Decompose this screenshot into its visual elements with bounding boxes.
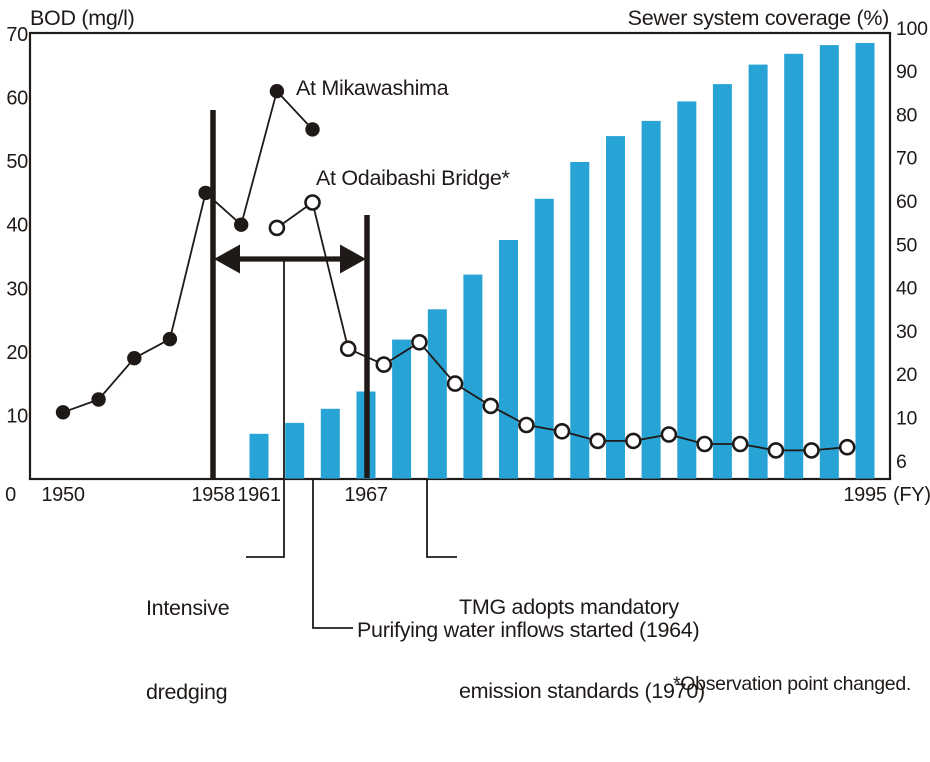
bar-1973 — [463, 274, 483, 479]
plot-border — [28, 31, 892, 481]
arrow-head-left — [214, 244, 240, 274]
right-tick-60: 60 — [896, 191, 918, 213]
left-tick-30: 30 — [6, 278, 28, 300]
bod-sewer-chart-figure: 70 60 50 40 30 20 10 0 100 90 80 70 60 50 40 30 20 10 6 195… — [5, 6, 930, 704]
right-tick-70: 70 — [896, 148, 918, 170]
x-axis-unit-label: (FY) — [893, 484, 930, 506]
filled-marker-1960 — [234, 217, 249, 232]
filled-marker-1956 — [162, 331, 178, 347]
bar-1981 — [606, 136, 625, 479]
left-axis-title: BOD (mg/l) — [30, 6, 135, 30]
x-tick-1958: 1958 — [191, 484, 234, 506]
filled-marker-1954 — [127, 351, 142, 366]
open-marker-1986 — [696, 435, 713, 453]
open-marker-1984 — [660, 426, 678, 443]
open-marker-1978 — [553, 422, 571, 440]
filled-marker-1964 — [305, 122, 320, 137]
open-marker-1988 — [731, 435, 749, 453]
dredging-leader-line — [246, 261, 285, 558]
open-marker-1964 — [304, 194, 321, 211]
right-tick-50: 50 — [896, 234, 918, 256]
open-marker-1976 — [518, 416, 535, 434]
annotation-tmg: TMG adopts mandatory emission standards … — [459, 537, 705, 761]
x-tick-1995: 1995 — [843, 484, 886, 506]
open-marker-1970 — [411, 333, 428, 351]
open-marker-1994 — [838, 438, 856, 456]
open-marker-1972 — [446, 375, 464, 392]
bar-1983 — [641, 120, 661, 479]
bar-1977 — [534, 198, 554, 479]
annotation-tmg-line1: TMG adopts mandatory — [459, 595, 679, 619]
open-marker-1980 — [589, 432, 607, 450]
open-marker-1968 — [375, 356, 393, 373]
filled-marker-1950 — [55, 405, 71, 420]
open-marker-1990 — [767, 442, 785, 459]
series-label-odaibashi: At Odaibashi Bridge* — [316, 166, 510, 190]
left-tick-70: 70 — [6, 24, 28, 46]
tmg-leader-line — [426, 479, 457, 558]
annotation-intensive-dredging-line1: Intensive — [146, 596, 230, 620]
footnote: *Observation point changed. — [673, 673, 911, 695]
open-marker-1974 — [482, 397, 500, 415]
bar-1991 — [784, 53, 804, 479]
annotation-intensive-dredging-line2: dredging — [146, 680, 228, 704]
annotation-tmg-line2: emission standards (1970) — [459, 679, 705, 703]
right-tick-80: 80 — [896, 104, 918, 126]
right-tick-30: 30 — [896, 321, 918, 343]
bar-1993 — [819, 45, 839, 479]
right-tick-100: 100 — [896, 18, 928, 40]
left-tick-0: 0 — [5, 484, 16, 506]
bar-1965 — [320, 408, 340, 479]
bar-1987 — [712, 84, 732, 479]
left-tick-50: 50 — [6, 151, 28, 173]
series-label-mikawashima: At Mikawashima — [296, 76, 449, 100]
bar-1995 — [855, 43, 875, 479]
left-tick-20: 20 — [6, 342, 28, 364]
filled-marker-1958 — [198, 185, 213, 201]
open-marker-1962 — [268, 219, 286, 237]
bar-1969 — [392, 339, 412, 479]
arrow-head-right — [340, 244, 366, 274]
x-tick-1967: 1967 — [344, 484, 387, 506]
purifying-leader-line — [312, 479, 353, 629]
right-tick-20: 20 — [896, 364, 918, 386]
right-tick-6: 6 — [896, 451, 907, 473]
bar-1971 — [427, 309, 447, 479]
bar-1985 — [677, 101, 697, 479]
left-tick-60: 60 — [6, 88, 28, 110]
open-marker-1982 — [624, 432, 642, 450]
right-axis-title: Sewer system coverage (%) — [627, 6, 890, 30]
bar-1975 — [499, 240, 518, 479]
x-tick-1950: 1950 — [41, 484, 84, 506]
bar-1963 — [285, 422, 305, 479]
right-tick-10: 10 — [896, 408, 918, 430]
left-tick-40: 40 — [6, 215, 28, 237]
left-tick-10: 10 — [6, 405, 28, 427]
bod-sewer-combo-chart: 7060504030201001009080706050403020106195… — [5, 18, 930, 629]
annotation-purifying: Purifying water inflows started (1964) — [357, 618, 700, 642]
bar-1979 — [570, 162, 590, 479]
line-series-0 — [62, 90, 314, 414]
annotation-intensive-dredging: Intensive dredging — [146, 538, 230, 762]
bar-1961 — [249, 433, 269, 479]
bar-1989 — [748, 64, 768, 479]
open-marker-1992 — [803, 442, 820, 459]
x-tick-1961: 1961 — [237, 484, 280, 506]
right-tick-90: 90 — [896, 61, 918, 83]
right-tick-40: 40 — [896, 278, 918, 300]
filled-marker-1962 — [269, 84, 285, 99]
open-marker-1966 — [339, 340, 357, 358]
filled-marker-1952 — [91, 392, 106, 407]
